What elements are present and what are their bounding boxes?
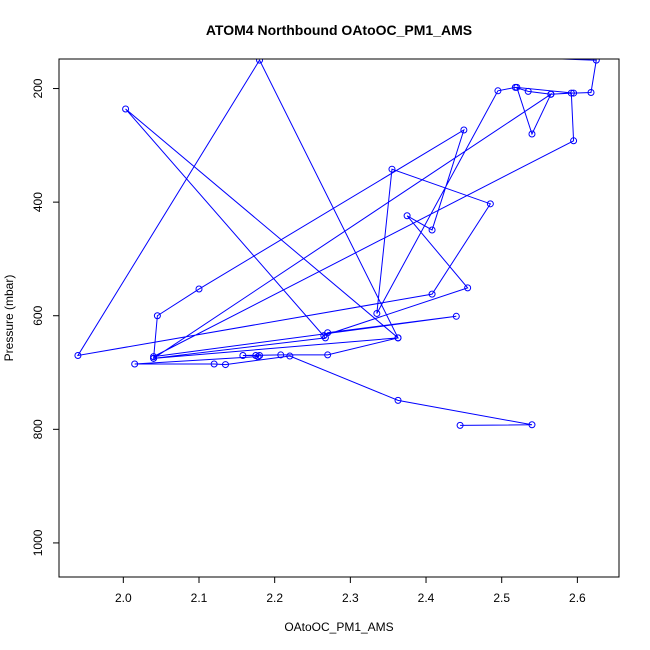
data-point [592, 59, 600, 64]
data-point [221, 361, 229, 369]
x-tick-label: 2.1 [191, 591, 208, 605]
data-point [286, 352, 294, 360]
data-point [239, 351, 247, 359]
y-axis-label: Pressure (mbar) [2, 275, 16, 362]
data-point [195, 285, 203, 293]
y-tick-label: 400 [31, 192, 45, 212]
series-layer [74, 59, 600, 429]
data-point [122, 105, 130, 113]
x-tick-label: 2.3 [342, 591, 359, 605]
data-point [528, 421, 536, 429]
data-point [403, 212, 411, 220]
plot-frame [58, 58, 620, 578]
data-point [570, 89, 578, 97]
data-point [456, 421, 464, 429]
y-axis: 200 400 600 800 1000 [31, 78, 59, 556]
y-tick-label: 600 [31, 305, 45, 325]
data-point [528, 130, 536, 138]
data-point [252, 351, 260, 359]
data-point [452, 312, 460, 320]
data-point [256, 59, 264, 64]
data-point [428, 226, 436, 234]
data-point [324, 351, 332, 359]
data-point [513, 83, 521, 91]
data-point [74, 351, 82, 359]
data-point [324, 329, 332, 337]
y-tick-label: 1000 [31, 529, 45, 556]
x-tick-label: 2.4 [418, 591, 435, 605]
data-point [587, 89, 595, 97]
data-point [373, 309, 381, 317]
data-point [570, 137, 578, 145]
data-point [464, 284, 472, 292]
x-tick-label: 2.2 [266, 591, 283, 605]
x-axis: 2.0 2.1 2.2 2.3 2.4 2.5 2.6 [115, 577, 586, 605]
chart-title: ATOM4 Northbound OAtoOC_PM1_AMS [206, 22, 472, 38]
x-axis-label: OAtoOC_PM1_AMS [284, 620, 393, 634]
data-point [150, 354, 158, 362]
data-point [567, 89, 575, 97]
series-line [76, 59, 597, 426]
data-point [394, 334, 402, 342]
y-tick-label: 200 [31, 78, 45, 98]
data-point [524, 87, 532, 95]
data-point [486, 200, 494, 208]
x-tick-label: 2.6 [569, 591, 586, 605]
data-point [153, 312, 161, 320]
data-point [394, 396, 402, 404]
data-point [494, 87, 502, 95]
data-point [428, 290, 436, 298]
series-0 [74, 59, 600, 429]
data-point [277, 351, 285, 359]
data-point [210, 360, 218, 368]
data-point [388, 165, 396, 173]
y-tick-label: 800 [31, 419, 45, 439]
x-tick-label: 2.0 [115, 591, 132, 605]
data-point [256, 351, 264, 359]
x-tick-label: 2.5 [493, 591, 510, 605]
data-point [547, 90, 555, 98]
data-point [460, 126, 468, 134]
data-point [131, 360, 139, 368]
